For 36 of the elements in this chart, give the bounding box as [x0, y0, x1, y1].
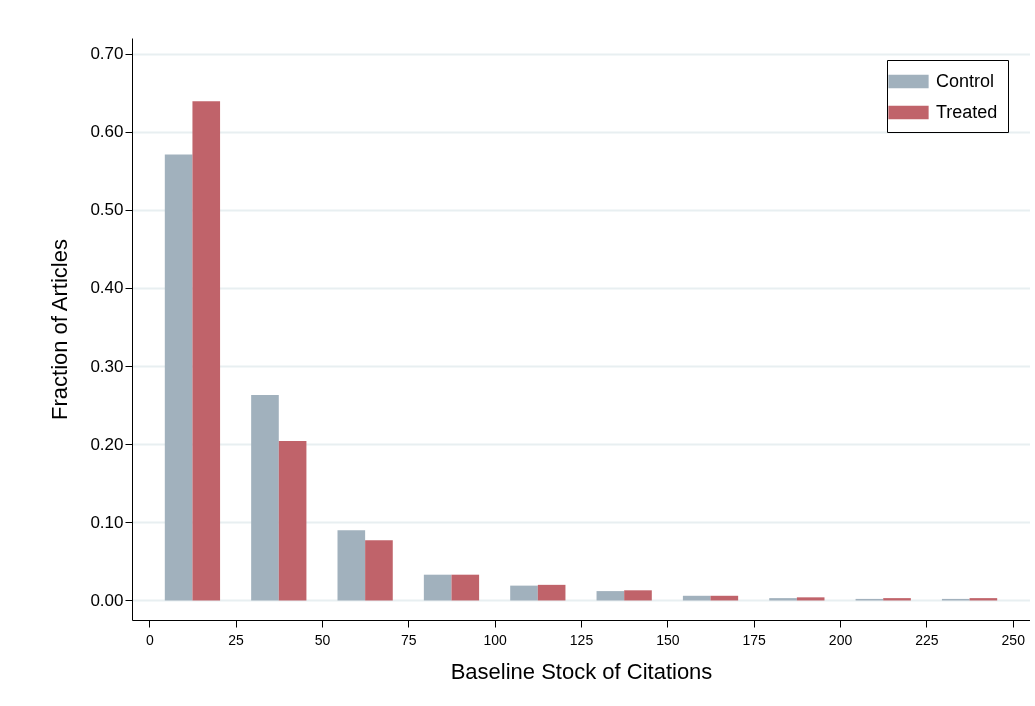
bar: [337, 530, 366, 601]
x-tick-label: 0: [145, 631, 154, 648]
y-tick-label: 0.20: [90, 434, 124, 454]
bar: [423, 574, 452, 601]
bar: [796, 597, 825, 601]
bar: [251, 395, 279, 601]
bar: [596, 591, 625, 601]
bar: [624, 590, 652, 601]
y-tick-label: 0.10: [90, 512, 124, 532]
x-tick-label: 100: [483, 631, 508, 648]
bar: [365, 540, 393, 601]
bar: [192, 101, 221, 601]
y-tick-label: 0.50: [90, 200, 124, 220]
bar: [278, 441, 307, 601]
y-tick-label: 0.40: [90, 278, 124, 298]
bar: [510, 585, 538, 601]
y-axis-title: Fraction of Articles: [47, 239, 73, 420]
bar: [164, 154, 193, 601]
legend-label: Treated: [936, 101, 998, 122]
x-tick-label: 75: [401, 631, 417, 648]
x-tick-label: 150: [656, 631, 680, 648]
x-tick-label: 50: [314, 631, 331, 648]
x-tick-label: 225: [915, 631, 939, 648]
x-axis-title: Baseline Stock of Citations: [450, 658, 713, 684]
y-tick-label: 0.30: [90, 356, 124, 376]
bar: [537, 584, 566, 601]
x-tick-label: 175: [742, 631, 767, 648]
bar: [451, 574, 480, 601]
x-tick-label: 200: [828, 631, 853, 648]
legend-label: Control: [936, 70, 995, 91]
y-tick-label: 0.60: [90, 122, 124, 142]
x-tick-label: 250: [1001, 631, 1026, 648]
x-tick-label: 25: [228, 631, 245, 648]
y-tick-label: 0.00: [90, 590, 124, 610]
x-tick-label: 125: [569, 631, 594, 648]
y-tick-label: 0.70: [90, 44, 124, 64]
